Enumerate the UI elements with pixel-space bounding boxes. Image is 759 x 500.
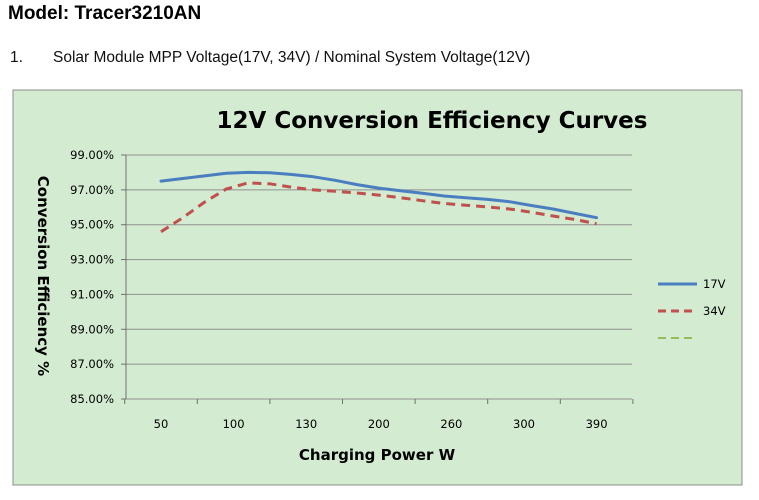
y-tick-label: 97.00% [70,183,114,197]
x-tick-label: 390 [586,417,608,431]
chart-title: 12V Conversion Efficiency Curves [217,108,648,134]
x-tick-label: 50 [154,417,169,431]
y-tick-label: 89.00% [70,322,114,336]
y-tick-label: 99.00% [70,148,114,162]
section-number: 1. [10,49,23,66]
x-axis-title: Charging Power W [299,446,456,464]
section-text: Solar Module MPP Voltage(17V, 34V) / Nom… [53,49,531,66]
y-tick-label: 87.00% [70,357,114,371]
y-tick-label: 95.00% [70,218,114,232]
legend-label-34v: 34V [703,304,726,318]
legend-label-17v: 17V [703,277,726,291]
x-tick-label: 300 [513,417,535,431]
series-line-34v [160,181,597,233]
chart-area [12,89,743,486]
x-tick-label: 100 [223,417,245,431]
x-tick-label: 130 [295,417,317,431]
x-tick-label: 200 [368,417,390,431]
y-tick-label: 93.00% [70,253,114,267]
series-line-17v [159,170,599,220]
y-axis-title: Conversion Efficiency % [34,176,52,376]
model-title: Model: Tracer3210AN [8,3,202,24]
y-tick-label: 85.00% [70,392,114,406]
section-heading: 1. Solar Module MPP Voltage(17V, 34V) / N… [10,49,530,67]
x-tick-label: 260 [440,417,462,431]
y-tick-label: 91.00% [70,287,114,301]
